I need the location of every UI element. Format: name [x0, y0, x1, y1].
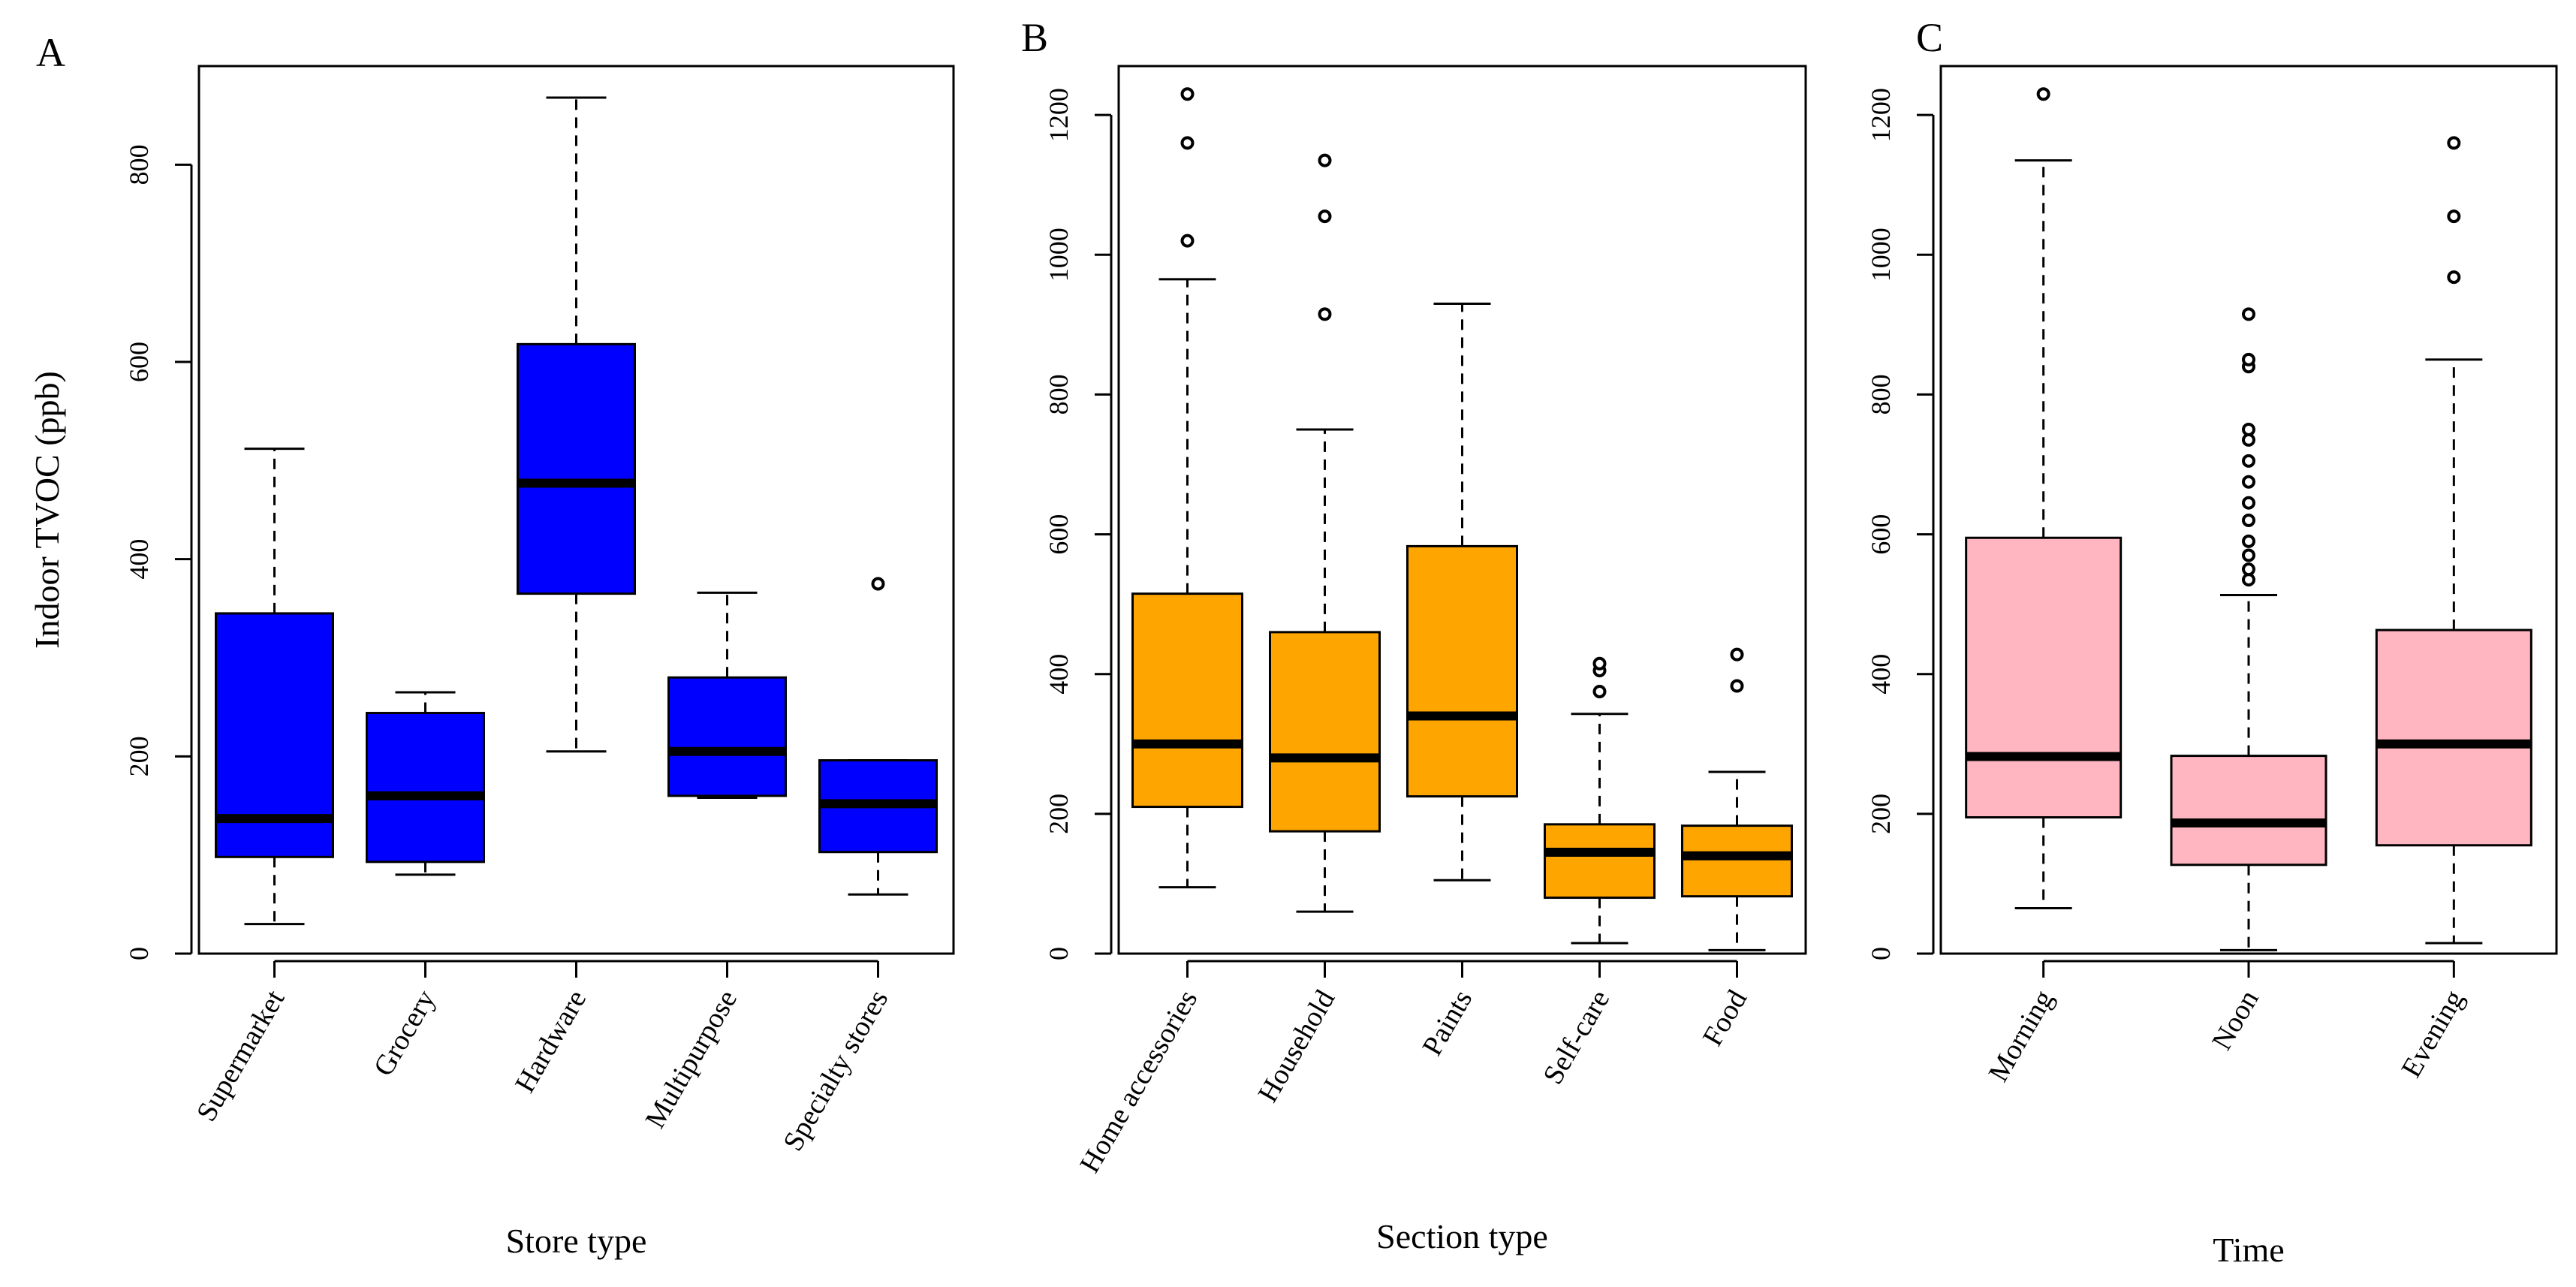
- x-category-label: Specialty stores: [777, 985, 894, 1156]
- box-group: [517, 96, 636, 753]
- y-tick-label: 400: [124, 539, 154, 580]
- outlier-point: [2447, 209, 2461, 224]
- y-tick-label: 1200: [1044, 88, 1074, 142]
- outlier-point: [1592, 684, 1607, 698]
- y-tick-label: 800: [124, 144, 154, 185]
- y-tick-label: 200: [1866, 794, 1896, 834]
- y-tick-label: 800: [1044, 374, 1074, 414]
- outlier-point: [2242, 496, 2255, 510]
- iqr-box: [1269, 631, 1381, 833]
- outlier-point: [2242, 352, 2255, 366]
- y-tick-label: 600: [124, 342, 154, 382]
- x-category-label: Evening: [2395, 985, 2470, 1084]
- outlier-point: [871, 577, 885, 591]
- outlier-point: [2242, 573, 2255, 587]
- iqr-box: [667, 676, 787, 797]
- x-category-label: Hardware: [509, 985, 592, 1099]
- outlier-point: [1730, 679, 1744, 693]
- plot-frame: [1939, 65, 2558, 955]
- box-group: [2170, 307, 2327, 951]
- panel-a: A 0 200 400 600 800 Supermarket Grocery Hardware…: [28, 30, 955, 1260]
- box-group: [1131, 87, 1243, 889]
- x-category-label: Supermarket: [191, 984, 291, 1127]
- y-tick-label: 400: [1044, 654, 1074, 695]
- box-group: [667, 591, 787, 799]
- outlier-point: [1180, 234, 1195, 248]
- box-group: [215, 448, 334, 926]
- y-tick-label: 0: [1866, 947, 1896, 960]
- y-tick-label: 800: [1866, 374, 1896, 414]
- outlier-point: [2242, 307, 2255, 321]
- outlier-point: [2036, 87, 2050, 101]
- outlier-point: [2242, 548, 2255, 562]
- outlier-point: [1180, 87, 1195, 101]
- x-category-label: Household: [1252, 985, 1342, 1108]
- y-tick-label: 0: [124, 947, 154, 960]
- outlier-point: [1592, 656, 1607, 671]
- box-group: [2375, 136, 2532, 945]
- box-group: [818, 577, 938, 896]
- outlier-point: [1318, 307, 1332, 321]
- x-category-label: Self-care: [1537, 985, 1616, 1090]
- outlier-point: [1318, 209, 1332, 224]
- y-tick-label: 1200: [1866, 88, 1896, 142]
- outlier-point: [2447, 270, 2461, 285]
- y-tick-label: 1000: [1044, 228, 1074, 282]
- panel-c: C 0 200 400 600 800 1000 1200 Morning Noon Evening…: [1866, 15, 2558, 1269]
- x-category-label: Noon: [2206, 985, 2265, 1056]
- iqr-box: [1406, 544, 1518, 798]
- panel-letter: A: [36, 30, 65, 75]
- outlier-point: [1318, 153, 1332, 167]
- outlier-point: [2242, 422, 2255, 436]
- x-category-label: Morning: [1983, 985, 2060, 1087]
- box-group: [1269, 153, 1381, 913]
- y-tick-label: 1000: [1866, 228, 1896, 282]
- x-category-label: Multipurpose: [640, 985, 744, 1134]
- x-category-label: Food: [1697, 985, 1753, 1052]
- iqr-box: [517, 342, 636, 595]
- y-tick-label: 400: [1866, 654, 1896, 695]
- panel-letter: C: [1916, 15, 1943, 60]
- box-group: [366, 691, 485, 876]
- box-group: [1406, 302, 1518, 882]
- outlier-point: [2242, 513, 2255, 527]
- panel-b: B 0 200 400 600 800 1000 1200 Home accessories Ho…: [1021, 15, 1807, 1255]
- outlier-point: [2242, 433, 2255, 447]
- iqr-box: [2375, 628, 2532, 847]
- y-tick-label: 600: [1866, 514, 1896, 555]
- iqr-box: [366, 712, 485, 864]
- outlier-point: [2242, 534, 2255, 548]
- iqr-box: [1681, 824, 1793, 898]
- y-tick-label: 600: [1044, 514, 1074, 555]
- x-category-label: Paints: [1416, 985, 1478, 1061]
- y-tick-label: 0: [1044, 947, 1074, 960]
- plot-frame: [197, 65, 955, 955]
- y-tick-label: 200: [1044, 794, 1074, 834]
- iqr-box: [2170, 755, 2327, 867]
- outlier-point: [2242, 454, 2255, 468]
- x-axis-title: Section type: [1376, 1217, 1548, 1255]
- plot-frame: [1117, 65, 1807, 955]
- y-axis-title: Indoor TVOC (ppb): [28, 371, 66, 649]
- x-axis-title: Store type: [506, 1222, 647, 1260]
- box-group: [1544, 656, 1656, 945]
- outlier-point: [2242, 475, 2255, 489]
- outlier-point: [1730, 647, 1744, 662]
- iqr-box: [1131, 592, 1243, 809]
- box-group: [1965, 87, 2123, 910]
- iqr-box: [1544, 823, 1656, 900]
- x-category-label: Grocery: [368, 985, 442, 1082]
- outlier-point: [2242, 562, 2255, 577]
- outlier-point: [1180, 136, 1195, 150]
- y-tick-label: 200: [124, 736, 154, 776]
- x-axis-title: Time: [2213, 1231, 2284, 1269]
- box-group: [1681, 647, 1793, 951]
- x-category-label: Home accessories: [1074, 985, 1204, 1179]
- iqr-box: [1965, 536, 2123, 819]
- outlier-point: [2447, 136, 2461, 150]
- panel-letter: B: [1021, 15, 1048, 60]
